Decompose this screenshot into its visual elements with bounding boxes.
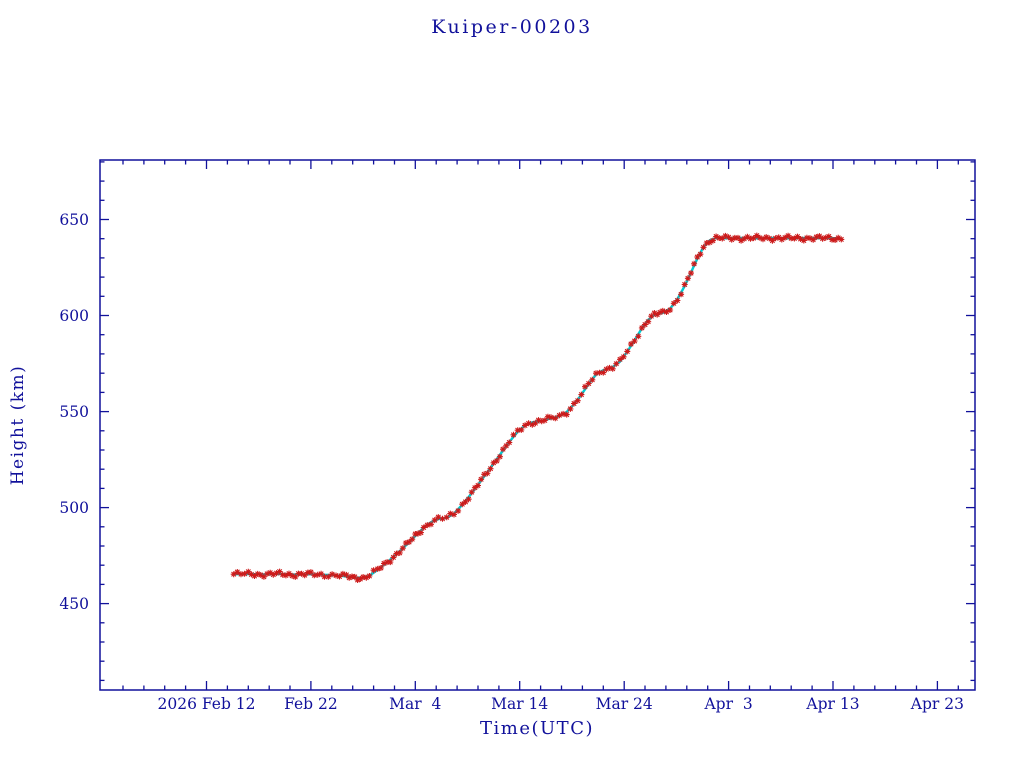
series-line [233, 236, 842, 580]
series-markers [230, 232, 845, 583]
axis-frame [99, 159, 976, 691]
x-tick-label: Apr 3 [703, 695, 752, 713]
y-tick-label: 500 [59, 499, 89, 517]
y-tick-label: 550 [59, 403, 89, 421]
y-tick-label: 650 [59, 211, 89, 229]
y-tick-label: 450 [59, 595, 89, 613]
y-tick-label: 600 [59, 307, 89, 325]
tick-labels: 2026 Feb 12 Feb 22 Mar 4 Mar 14 Mar 24 Apr 3 A… [59, 211, 964, 713]
chart-title: Kuiper-00203 [431, 16, 593, 38]
x-tick-label: 2026 Feb 12 [157, 695, 255, 713]
x-tick-label: Apr 13 [805, 695, 859, 713]
x-tick-label: Mar 4 [389, 695, 441, 713]
x-tick-label: Feb 22 [284, 695, 338, 713]
x-axis-label: Time(UTC) [480, 718, 594, 739]
axis-ticks [100, 160, 975, 690]
x-tick-label: Mar 24 [596, 695, 653, 713]
x-tick-label: Apr 23 [910, 695, 964, 713]
x-tick-label: Mar 14 [491, 695, 548, 713]
